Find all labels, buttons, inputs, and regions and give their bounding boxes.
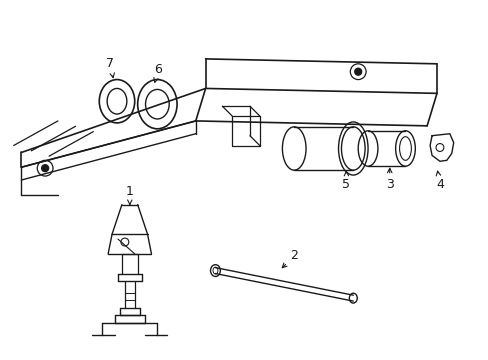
Text: 4: 4 bbox=[435, 171, 443, 192]
Text: 6: 6 bbox=[154, 63, 162, 82]
Text: 3: 3 bbox=[385, 168, 393, 192]
Text: 5: 5 bbox=[342, 171, 350, 192]
Text: 1: 1 bbox=[125, 185, 133, 204]
Circle shape bbox=[41, 165, 48, 172]
Circle shape bbox=[354, 68, 361, 75]
Text: 7: 7 bbox=[106, 57, 114, 78]
Text: 2: 2 bbox=[282, 249, 298, 268]
